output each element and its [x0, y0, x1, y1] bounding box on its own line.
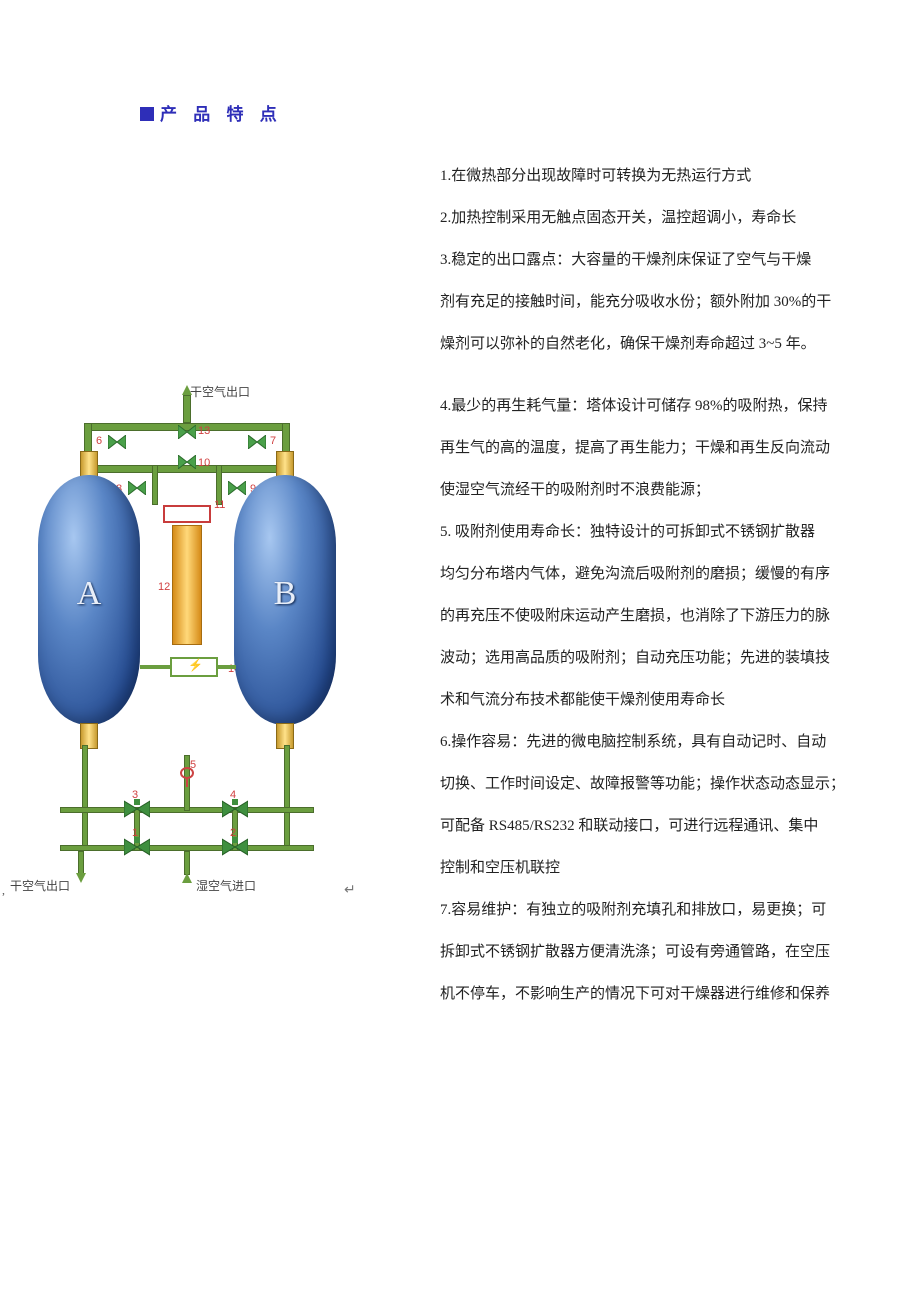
- feature-6d: 控制和空压机联控: [440, 847, 920, 889]
- feature-4a: 4.最少的再生耗气量：塔体设计可储存 98%的吸附热，保持: [440, 385, 920, 427]
- feature-1: 1.在微热部分出现故障时可转换为无热运行方式: [440, 155, 920, 197]
- exhaust-label: 干空气出口: [10, 877, 70, 894]
- bp-vl: [82, 745, 88, 851]
- feature-3a: 3.稳定的出口露点：大容量的干燥剂床保证了空气与干燥: [440, 239, 920, 281]
- section-heading: 产 品 特 点: [140, 100, 900, 125]
- valve-8: [128, 481, 146, 495]
- inst-pipe-l: [140, 665, 170, 669]
- num-13: 13: [198, 425, 210, 437]
- heater-core: [172, 525, 202, 645]
- bp-vr: [284, 745, 290, 851]
- feature-6b: 切换、工作时间设定、故障报警等功能；操作状态动态显示；: [440, 763, 920, 805]
- feature-5d: 波动；选用高品质的吸附剂；自动充压功能；先进的装填技: [440, 637, 920, 679]
- heading-text: 产 品 特 点: [160, 105, 283, 124]
- return-symbol: ↵: [344, 881, 356, 898]
- num-10: 10: [198, 457, 210, 469]
- dryer-diagram: 干空气出口 6 7 13 10 11 8 9 12: [0, 385, 380, 895]
- num-11: 11: [214, 499, 225, 511]
- tower-a: A: [38, 475, 140, 725]
- feature-7c: 机不停车，不影响生产的情况下可对干燥器进行维修和保养: [440, 973, 920, 1015]
- valve-2: [222, 837, 248, 857]
- feature-3c: 燥剂可以弥补的自然老化，确保干燥剂寿命超过 3~5 年。: [440, 323, 920, 365]
- tower-b: B: [234, 475, 336, 725]
- feature-4b: 再生气的高的温度，提高了再生能力；干燥和再生反向流动: [440, 427, 920, 469]
- num-1: 1: [132, 827, 138, 839]
- feature-5c: 的再充压不使吸附床运动产生磨损，也消除了下游压力的脉: [440, 595, 920, 637]
- outlet-label: 干空气出口: [190, 383, 250, 400]
- feature-4c: 使湿空气流经干的吸附剂时不浪费能源；: [440, 469, 920, 511]
- feature-5e: 术和气流分布技术都能使干燥剂使用寿命长: [440, 679, 920, 721]
- valve-7: [248, 435, 266, 449]
- exhaust-pipe-left: [78, 851, 84, 875]
- valve-4: [222, 799, 248, 819]
- features-block-body: 4.最少的再生耗气量：塔体设计可储存 98%的吸附热，保持 再生气的高的温度，提…: [440, 385, 920, 1015]
- heater-housing: [163, 505, 211, 523]
- valve-10: [178, 455, 196, 469]
- feature-5b: 均匀分布塔内气体，避免沟流后吸附剂的磨损；缓慢的有序: [440, 553, 920, 595]
- tower-b-top-neck: [276, 451, 294, 477]
- inlet-arrow-icon: [182, 873, 192, 883]
- tower-b-label: B: [234, 575, 336, 613]
- valve-9: [228, 481, 246, 495]
- valve-3: [124, 799, 150, 819]
- quote-mark: ,: [2, 883, 5, 898]
- num-6: 6: [96, 435, 102, 447]
- valve-13: [178, 425, 196, 439]
- inst-pipe-r: [218, 665, 236, 669]
- feature-7a: 7.容易维护：有独立的吸附剂充填孔和排放口，易更换；可: [440, 889, 920, 931]
- tower-a-label: A: [38, 575, 140, 613]
- feature-2: 2.加热控制采用无触点固态开关，温控超调小，寿命长: [440, 197, 920, 239]
- num-3: 3: [132, 789, 138, 801]
- feature-3b: 剂有充足的接触时间，能充分吸收水份；额外附加 30%的干: [440, 281, 920, 323]
- num-12: 12: [158, 581, 170, 593]
- feature-7b: 拆卸式不锈钢扩散器方便清洗涤；可设有旁通管路，在空压: [440, 931, 920, 973]
- feature-6c: 可配备 RS485/RS232 和联动接口，可进行远程通讯、集中: [440, 805, 920, 847]
- heading-marker-icon: [140, 107, 154, 121]
- feature-6a: 6.操作容易：先进的微电脑控制系统，具有自动记时、自动: [440, 721, 920, 763]
- num-7: 7: [270, 435, 276, 447]
- instrument-box: [170, 657, 218, 677]
- valve-1: [124, 837, 150, 857]
- exhaust-arrow-icon: [76, 873, 86, 883]
- inlet-pipe: [184, 851, 190, 875]
- num-5: 5: [190, 759, 196, 771]
- diagram-column: 干空气出口 6 7 13 10 11 8 9 12: [0, 385, 420, 895]
- pipe-mid-left: [152, 465, 158, 505]
- tower-a-top-neck: [80, 451, 98, 477]
- feature-5a: 5. 吸附剂使用寿命长：独特设计的可拆卸式不锈钢扩散器: [440, 511, 920, 553]
- num-4: 4: [230, 789, 236, 801]
- num-2: 2: [230, 827, 236, 839]
- valve-6: [108, 435, 126, 449]
- features-block-top: 1.在微热部分出现故障时可转换为无热运行方式 2.加热控制采用无触点固态开关，温…: [440, 155, 920, 365]
- inlet-label: 湿空气进口: [196, 877, 256, 894]
